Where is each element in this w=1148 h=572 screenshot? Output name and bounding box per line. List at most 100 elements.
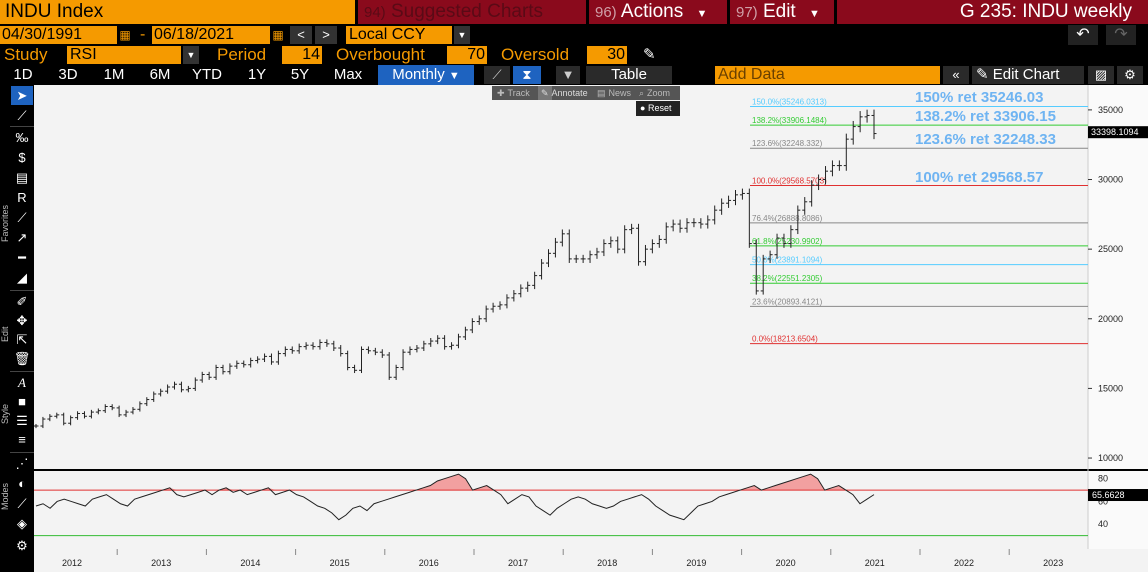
- table-button[interactable]: Table: [586, 66, 672, 84]
- edit-menu[interactable]: 97) Edit ▼: [730, 0, 834, 24]
- chevron-right-icon[interactable]: >: [315, 26, 337, 44]
- magic-icon[interactable]: ⋰: [15, 456, 29, 471]
- timeframe-5y[interactable]: 5Y: [290, 66, 310, 83]
- line-style-icon[interactable]: ≡: [18, 432, 26, 447]
- last-price-badge: [1088, 126, 1148, 139]
- price-chart[interactable]: 150.0%(35246.0313) 138.2%(33906.1484) 123.…: [27, 85, 1148, 572]
- currency-select[interactable]: Local CCY: [346, 26, 452, 44]
- ruler-icon[interactable]: ⟋: [17, 496, 27, 511]
- frequency-select[interactable]: Monthly ▼: [378, 65, 474, 85]
- drawing-sidebar: Favorites Edit Style Modes ➤ ⟋ ‰ $ ▤ R ⟋…: [0, 85, 34, 572]
- ticker-field[interactable]: INDU Index: [0, 0, 355, 24]
- crosshair-icon[interactable]: ◐: [18, 476, 26, 491]
- channel-icon[interactable]: ◢: [17, 270, 27, 285]
- line-weight-icon[interactable]: ☰: [16, 413, 28, 428]
- tab-label: Favorites: [0, 204, 10, 242]
- calendar-icon[interactable]: ▦: [272, 28, 284, 42]
- timeframe-3d[interactable]: 3D: [58, 66, 78, 83]
- reset-icon: ●: [640, 103, 646, 113]
- rsi-overbought-fill: [36, 474, 874, 491]
- menu-label: Actions: [620, 1, 684, 22]
- line-chart-icon[interactable]: ⟋: [484, 66, 510, 84]
- x-tick-label: 2023: [1043, 558, 1063, 568]
- fib-callout: 123.6% ret 32248.33: [915, 131, 1056, 149]
- pen-icon[interactable]: ✎: [643, 46, 656, 63]
- news-button[interactable]: ▤ News: [594, 86, 631, 100]
- chart-area[interactable]: 150.0%(35246.0313) 138.2%(33906.1484) 123.…: [27, 85, 1148, 572]
- add-data-input[interactable]: Add Data: [715, 66, 940, 84]
- edit-tab[interactable]: Edit: [0, 320, 10, 350]
- rsi-last-label: 65.6628: [1092, 490, 1125, 500]
- timeframe-1d[interactable]: 1D: [13, 66, 33, 83]
- chevron-down-icon[interactable]: ▼: [183, 46, 199, 64]
- timeframe-6m[interactable]: 6M: [149, 66, 171, 83]
- bar-chart-icon[interactable]: ⧗: [513, 66, 541, 84]
- line-tool-icon[interactable]: ⟋: [17, 210, 27, 225]
- fib-level-label: 23.6%(20893.4121): [752, 297, 823, 306]
- text-icon[interactable]: A: [18, 375, 26, 390]
- timeframe-max[interactable]: Max: [333, 66, 363, 83]
- edit-chart-label: Edit Chart: [992, 66, 1060, 83]
- overbought-label: Overbought: [336, 45, 425, 64]
- chevron-left-icon[interactable]: <: [290, 26, 312, 44]
- chevron-down-icon[interactable]: ▼: [454, 26, 470, 44]
- favorites-tab[interactable]: Favorites: [0, 180, 10, 260]
- fibonacci-icon[interactable]: ▤: [15, 170, 29, 185]
- brush-icon[interactable]: ✐: [16, 294, 28, 309]
- trash-icon[interactable]: 🗑: [13, 351, 31, 366]
- window-title: G 235: INDU weekly: [837, 0, 1148, 24]
- timeframe-ytd[interactable]: YTD: [192, 66, 222, 83]
- redo-icon[interactable]: ↷: [1106, 25, 1136, 45]
- x-tick-label: 2022: [954, 558, 974, 568]
- chart-style-icon[interactable]: ▨: [1088, 66, 1114, 84]
- menu-number: 97): [736, 4, 758, 21]
- gear-icon[interactable]: ⚙: [16, 538, 28, 553]
- x-tick-label: 2021: [865, 558, 885, 568]
- suggested-charts-menu[interactable]: 94) Suggested Charts: [358, 0, 586, 24]
- track-button[interactable]: ✚ Track: [494, 86, 530, 100]
- actions-menu[interactable]: 96) Actions ▼: [589, 0, 727, 24]
- chevron-down-icon[interactable]: ▼: [556, 66, 580, 84]
- gear-icon[interactable]: ⚙: [1117, 66, 1143, 84]
- arrow-line-icon[interactable]: ↗: [16, 230, 28, 245]
- menu-label: Edit: [762, 1, 796, 22]
- trendline-icon[interactable]: ⟋: [17, 108, 27, 123]
- period-input[interactable]: 14: [282, 46, 322, 64]
- timeframe-1m[interactable]: 1M: [103, 66, 125, 83]
- fib-level-label: 38.2%(22551.2305): [752, 274, 823, 283]
- price-axis-bg: [1088, 85, 1148, 469]
- percent-icon[interactable]: ‰: [15, 130, 29, 145]
- calendar-icon[interactable]: ▦: [119, 28, 131, 42]
- oversold-input[interactable]: 30: [587, 46, 627, 64]
- caret-down-icon: ▼: [448, 70, 460, 82]
- timeframe-1y[interactable]: 1Y: [247, 66, 267, 83]
- select-icon[interactable]: ⇱: [16, 332, 28, 347]
- overbought-input[interactable]: 70: [447, 46, 487, 64]
- start-date-input[interactable]: 04/30/1991: [0, 26, 117, 44]
- undo-icon[interactable]: ↶: [1068, 25, 1098, 45]
- zoom-button[interactable]: ⌕ Zoom: [636, 86, 670, 100]
- collapse-icon[interactable]: «: [943, 66, 969, 84]
- tab-label: Style: [0, 403, 10, 424]
- modes-tab[interactable]: Modes: [0, 480, 10, 514]
- dollar-icon[interactable]: $: [18, 150, 26, 165]
- tag-icon[interactable]: ◈: [17, 516, 27, 531]
- ray-icon[interactable]: R: [17, 190, 27, 205]
- horizontal-line-icon[interactable]: ━: [18, 250, 26, 265]
- cursor-icon[interactable]: ➤: [11, 86, 33, 105]
- edit-chart-button[interactable]: ✎ Edit Chart: [972, 66, 1084, 84]
- style-tab[interactable]: Style: [0, 400, 10, 430]
- fill-icon[interactable]: ■: [18, 394, 26, 409]
- x-tick-label: 2018: [597, 558, 617, 568]
- x-tick-label: 2017: [508, 558, 528, 568]
- fib-level-label: 100.0%(29568.5703): [752, 177, 827, 186]
- study-select[interactable]: RSI: [67, 46, 181, 64]
- y-tick-label: 30000: [1098, 175, 1123, 185]
- rsi-tick-label: 60: [1098, 496, 1108, 506]
- move-icon[interactable]: ✥: [16, 313, 28, 328]
- annotate-button[interactable]: ✎ Annotate: [538, 86, 588, 100]
- end-date-input[interactable]: 06/18/2021: [152, 26, 270, 44]
- divider: [10, 371, 34, 372]
- reset-button[interactable]: ● Reset: [636, 101, 680, 116]
- annotation-toolbar: ✚ Track ✎ Annotate ▤ News ⌕ Zoom: [492, 86, 680, 100]
